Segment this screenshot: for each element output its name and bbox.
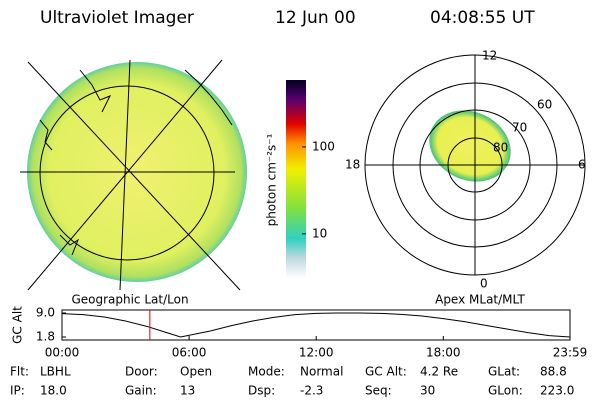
date: 12 Jun 00 [275, 8, 356, 28]
y-tick-label: 1.8 [36, 330, 55, 344]
field-value: Open [180, 365, 212, 379]
field-label: GC Alt: [365, 365, 407, 379]
y-tick-label: 9.0 [36, 306, 55, 320]
field-value: 13 [180, 384, 195, 398]
x-tick-label: 23:59 [553, 346, 588, 360]
field-label: Mode: [248, 365, 285, 379]
x-tick-label: 06:00 [172, 346, 207, 360]
field-label: GLat: [488, 365, 520, 379]
field-value: -2.3 [300, 384, 323, 398]
field-value: Normal [300, 365, 343, 379]
field-value: LBHL [40, 365, 71, 379]
lat-label: 80 [493, 141, 508, 155]
field-label: Flt: [10, 365, 29, 379]
colorbar-tick-label: 100 [312, 139, 335, 153]
mlt-label: 18 [345, 158, 360, 172]
field-value: 4.2 Re [420, 365, 458, 379]
mlt-label: 12 [482, 49, 497, 63]
colorbar-label: photon cm⁻²s⁻¹ [265, 133, 279, 226]
field-value: 88.8 [540, 365, 567, 379]
colorbar [286, 80, 306, 278]
field-value: 30 [420, 384, 435, 398]
mlt-label: 6 [578, 158, 586, 172]
altitude-line [61, 312, 571, 338]
field-value: 18.0 [40, 384, 67, 398]
title: Ultraviolet Imager [40, 8, 194, 28]
geo-label: Geographic Lat/Lon [71, 293, 188, 307]
lat-label: 60 [537, 98, 552, 112]
field-label: IP: [10, 384, 25, 398]
x-tick-label: 18:00 [426, 346, 461, 360]
y-axis-label: GC Alt [11, 306, 25, 344]
field-label: GLon: [488, 384, 523, 398]
time: 04:08:55 UT [430, 8, 535, 28]
polar-plot [364, 54, 586, 276]
field-value: 223.0 [540, 384, 574, 398]
field-label: Dsp: [248, 384, 275, 398]
altitude-frame [61, 309, 571, 341]
lat-label: 70 [512, 121, 527, 135]
field-label: Gain: [125, 384, 157, 398]
colorbar-tick-label: 10 [312, 226, 327, 240]
polar-label: Apex MLat/MLT [435, 293, 525, 307]
field-label: Door: [125, 365, 158, 379]
geo-map [20, 59, 247, 291]
field-label: Seq: [365, 384, 392, 398]
x-tick-label: 12:00 [299, 346, 334, 360]
mlt-label: 0 [480, 277, 488, 291]
x-tick-label: 00:00 [45, 346, 80, 360]
